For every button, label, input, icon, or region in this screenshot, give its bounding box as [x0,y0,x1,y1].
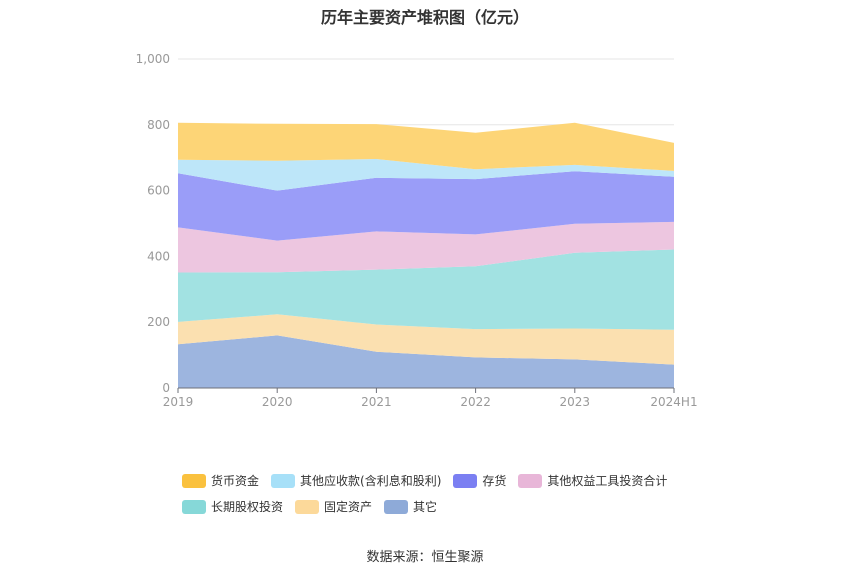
area-series-layer [178,122,674,388]
legend-item[interactable]: 其他应收款(含利息和股利) [271,472,441,489]
x-tick-label: 2023 [560,395,591,409]
legend-swatch [518,473,543,488]
legend-swatch [182,499,206,514]
data-source: 数据来源：恒生聚源 [366,550,484,565]
y-tick-label: 400 [147,249,170,263]
legend: 货币资金 其他应收款(含利息和股利) 存货 其他权益工具投资合计长期股权投资 固定资产 其… [182,472,702,515]
area-series[interactable] [178,221,674,273]
legend-swatch [384,499,409,514]
legend-item[interactable]: 货币资金 [182,472,259,489]
legend-item[interactable]: 长期股权投资 [182,498,283,515]
y-tick-label: 1,000 [136,52,170,66]
legend-item[interactable]: 存货 [453,472,506,489]
axes: 0 200 400 600 800 1,000 2019 2020 2021 2022 2023 20… [136,52,698,409]
legend-label: 其他权益工具投资合计 [547,474,668,488]
legend-swatch [182,473,206,488]
legend-label: 其它 [413,500,438,514]
area-series[interactable] [178,335,674,388]
legend-label: 货币资金 [211,474,260,488]
legend-label: 存货 [482,474,507,488]
legend-swatch [453,473,478,488]
area-series[interactable] [178,122,674,171]
legend-label: 固定资产 [324,500,373,514]
x-tick-label: 2022 [460,395,491,409]
chart-title: 历年主要资产堆积图（亿元） [320,8,529,27]
x-tick-label: 2019 [163,395,194,409]
x-tick-label: 2020 [262,395,293,409]
y-tick-label: 600 [147,184,170,198]
legend-item[interactable]: 固定资产 [295,498,372,515]
legend-label: 长期股权投资 [211,500,284,514]
area-series[interactable] [178,314,674,365]
y-tick-label: 0 [162,381,170,395]
area-series[interactable] [178,159,674,191]
y-tick-label: 200 [147,315,170,329]
y-tick-label: 800 [147,118,170,132]
legend-item[interactable]: 其它 [384,498,437,515]
x-tick-label: 2021 [361,395,392,409]
legend-label: 其他应收款(含利息和股利) [300,474,442,488]
legend-swatch [271,473,296,488]
x-tick-label: 2024H1 [650,395,697,409]
area-series[interactable] [178,249,674,330]
area-series[interactable] [178,171,674,241]
legend-swatch [295,499,320,514]
legend-item[interactable]: 其他权益工具投资合计 [518,472,667,489]
